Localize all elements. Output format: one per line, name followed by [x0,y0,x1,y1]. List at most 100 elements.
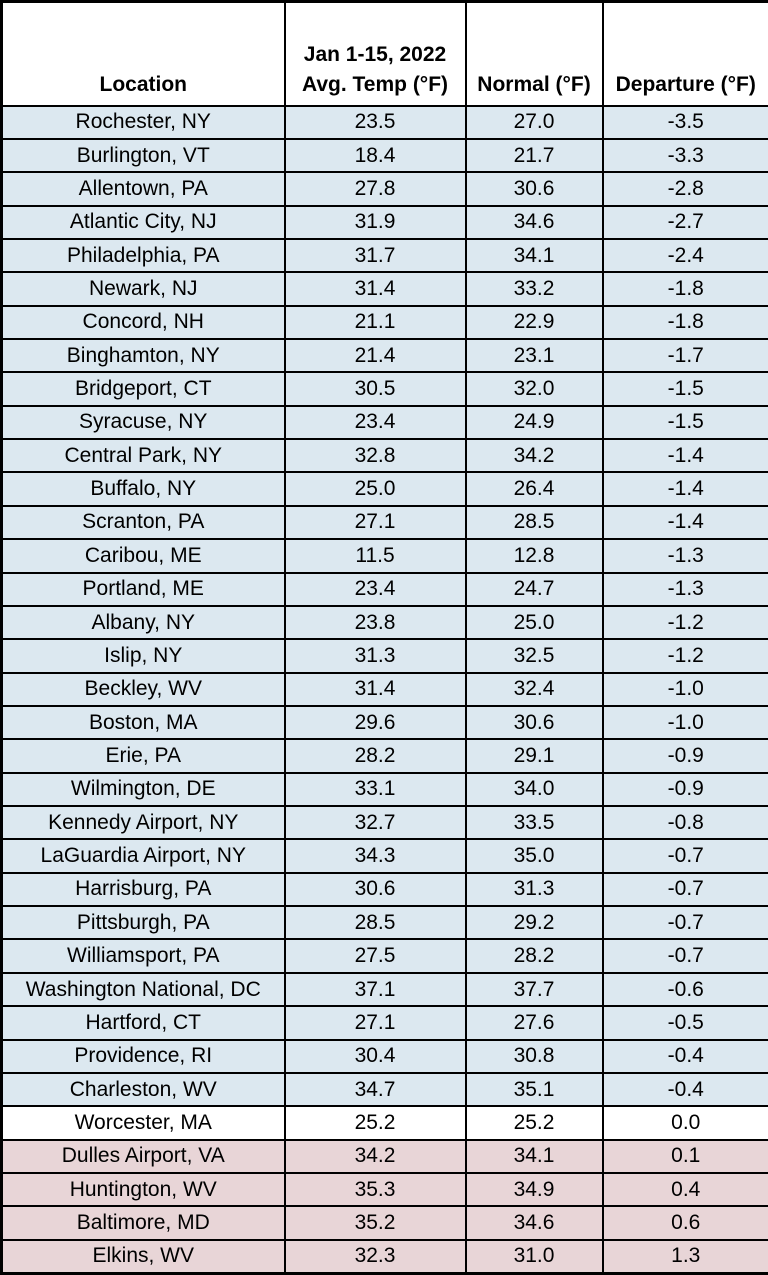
table-row: Baltimore, MD 35.2 34.6 0.6 [0,1205,768,1241]
avg-temp-cell: 34.7 [283,1071,467,1108]
departure-cell: 0.0 [601,1105,768,1141]
avg-temp-cell: 34.2 [283,1138,467,1175]
normal-cell: 29.2 [464,905,604,941]
location-cell: Caribou, ME [0,538,286,574]
location-cell: Pittsburgh, PA [0,905,286,941]
departure-cell: 0.6 [601,1205,768,1241]
location-cell: Providence, RI [0,1038,286,1074]
location-cell: Erie, PA [0,738,286,774]
location-cell: Scranton, PA [0,504,286,541]
table-row: Washington National, DC 37.1 37.7 -0.6 [0,971,768,1008]
table-row: Binghamton, NY 21.4 23.1 -1.7 [0,338,768,374]
location-cell: Bridgeport, CT [0,371,286,407]
table-row: Islip, NY 31.3 32.5 -1.2 [0,638,768,674]
column-header-normal: Normal (°F) [464,0,604,107]
location-cell: Buffalo, NY [0,471,286,507]
location-cell: Newark, NJ [0,271,286,307]
normal-cell: 28.5 [464,504,604,541]
table-row: Kennedy Airport, NY 32.7 33.5 -0.8 [0,805,768,841]
table-row: Albany, NY 23.8 25.0 -1.2 [0,604,768,641]
table-row: Worcester, MA 25.2 25.2 0.0 [0,1105,768,1141]
departure-cell: -0.7 [601,905,768,941]
table-row: Elkins, WV 32.3 31.0 1.3 [0,1238,768,1275]
departure-cell: -1.4 [601,438,768,474]
avg-temp-cell: 18.4 [283,137,467,174]
avg-temp-cell: 25.2 [283,1105,467,1141]
location-cell: Huntington, WV [0,1171,286,1208]
avg-temp-cell: 37.1 [283,971,467,1008]
normal-cell: 26.4 [464,471,604,507]
departure-cell: -1.4 [601,504,768,541]
table-row: Burlington, VT 18.4 21.7 -3.3 [0,137,768,174]
table-row: Harrisburg, PA 30.6 31.3 -0.7 [0,871,768,908]
departure-cell: -1.0 [601,704,768,741]
table-row: Scranton, PA 27.1 28.5 -1.4 [0,504,768,541]
header-row: Location Jan 1-15, 2022 Avg. Temp (°F) N… [0,0,768,107]
departure-cell: -0.9 [601,771,768,808]
normal-cell: 27.6 [464,1005,604,1041]
table-row: Wilmington, DE 33.1 34.0 -0.9 [0,771,768,808]
table-row: Dulles Airport, VA 34.2 34.1 0.1 [0,1138,768,1175]
normal-cell: 31.3 [464,871,604,908]
avg-temp-cell: 31.4 [283,671,467,707]
departure-cell: -3.5 [601,104,768,140]
normal-cell: 33.5 [464,805,604,841]
table-row: Beckley, WV 31.4 32.4 -1.0 [0,671,768,707]
location-cell: Williamsport, PA [0,938,286,974]
avg-temp-cell: 25.0 [283,471,467,507]
location-cell: Albany, NY [0,604,286,641]
avg-temp-cell: 29.6 [283,704,467,741]
table-row: Rochester, NY 23.5 27.0 -3.5 [0,104,768,140]
location-cell: Elkins, WV [0,1238,286,1275]
avg-temp-cell: 27.1 [283,1005,467,1041]
normal-cell: 30.6 [464,171,604,207]
normal-cell: 35.1 [464,1071,604,1108]
avg-temp-cell: 33.1 [283,771,467,808]
normal-cell: 33.2 [464,271,604,307]
location-cell: Binghamton, NY [0,338,286,374]
normal-cell: 30.8 [464,1038,604,1074]
column-header-avg-temp: Jan 1-15, 2022 Avg. Temp (°F) [283,0,467,107]
normal-cell: 24.7 [464,571,604,607]
departure-cell: -1.3 [601,538,768,574]
avg-temp-cell: 32.8 [283,438,467,474]
avg-temp-cell: 27.5 [283,938,467,974]
table-row: Providence, RI 30.4 30.8 -0.4 [0,1038,768,1074]
avg-temp-cell: 28.5 [283,905,467,941]
departure-cell: 1.3 [601,1238,768,1275]
departure-cell: -0.4 [601,1071,768,1108]
departure-cell: -1.7 [601,338,768,374]
normal-cell: 30.6 [464,704,604,741]
departure-cell: -2.4 [601,237,768,274]
normal-cell: 31.0 [464,1238,604,1275]
avg-temp-cell: 23.4 [283,571,467,607]
table-row: Boston, MA 29.6 30.6 -1.0 [0,704,768,741]
departure-cell: 0.4 [601,1171,768,1208]
normal-cell: 32.5 [464,638,604,674]
table-row: Newark, NJ 31.4 33.2 -1.8 [0,271,768,307]
table-row: Philadelphia, PA 31.7 34.1 -2.4 [0,237,768,274]
departure-cell: -0.4 [601,1038,768,1074]
normal-cell: 25.2 [464,1105,604,1141]
avg-temp-cell: 27.8 [283,171,467,207]
location-header-label: Location [99,72,188,96]
normal-cell: 32.0 [464,371,604,407]
avg-temp-cell: 11.5 [283,538,467,574]
table-row: Erie, PA 28.2 29.1 -0.9 [0,738,768,774]
location-cell: Beckley, WV [0,671,286,707]
avg-temp-cell: 35.3 [283,1171,467,1208]
location-cell: Boston, MA [0,704,286,741]
normal-cell: 27.0 [464,104,604,140]
table-header: Location Jan 1-15, 2022 Avg. Temp (°F) N… [0,0,768,107]
location-cell: Islip, NY [0,638,286,674]
normal-cell: 32.4 [464,671,604,707]
departure-cell: -1.4 [601,471,768,507]
departure-header-label: Departure (°F) [615,72,756,96]
location-cell: Washington National, DC [0,971,286,1008]
normal-cell: 22.9 [464,304,604,341]
avg-temp-cell: 23.4 [283,404,467,441]
avg-temp-cell: 31.7 [283,237,467,274]
departure-cell: -1.3 [601,571,768,607]
departure-cell: -3.3 [601,137,768,174]
avg-temp-cell: 30.6 [283,871,467,908]
